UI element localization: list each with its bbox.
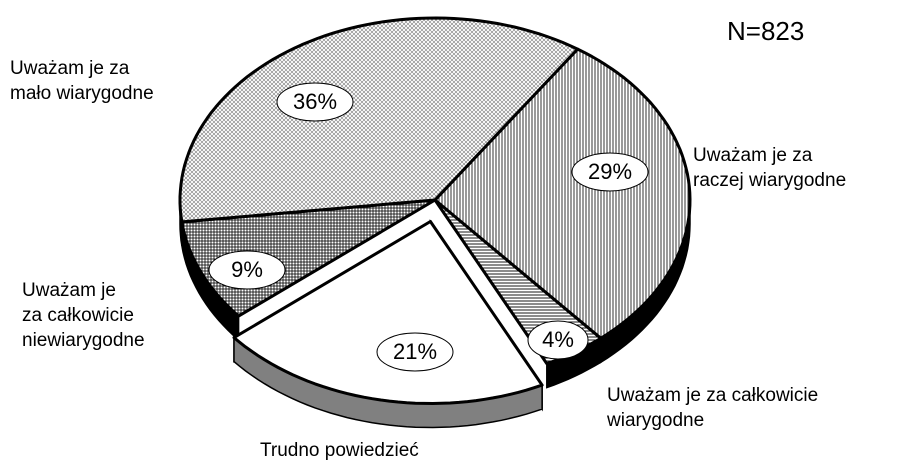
slice xyxy=(433,47,692,340)
category-label: Uważam je za całkowicie niewiarygodne xyxy=(22,280,145,351)
value-label: 36% xyxy=(293,89,337,114)
value-label-bg xyxy=(571,152,649,192)
value-label: 21% xyxy=(393,339,437,364)
sample-size: N=823 xyxy=(727,16,805,46)
category-label: Trudno powiedzieć xyxy=(260,440,419,461)
value-label-bg xyxy=(208,250,286,290)
value-label-bg xyxy=(276,82,354,122)
value-label: 9% xyxy=(231,257,263,282)
category-label: Uważam je za raczej wiarygodne xyxy=(693,145,847,191)
slice xyxy=(232,220,544,405)
value-label: 4% xyxy=(542,327,574,352)
slice xyxy=(178,16,580,224)
category-label: Uważam je za mało wiarygodne xyxy=(10,58,154,104)
value-label-bg xyxy=(376,332,454,372)
category-label: Uważam je za całkowicie wiarygodne xyxy=(607,385,819,431)
value-label-bg xyxy=(527,320,589,360)
value-label: 29% xyxy=(588,159,632,184)
